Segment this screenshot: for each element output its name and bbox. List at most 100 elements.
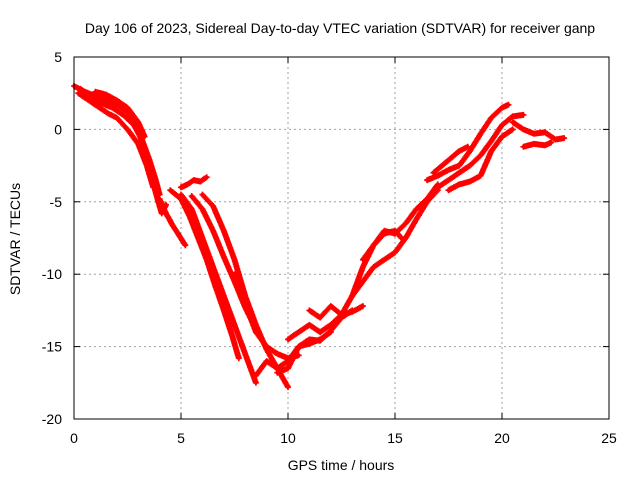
y-tick-label: -10 xyxy=(42,266,62,282)
data-point xyxy=(478,131,483,136)
data-point xyxy=(183,243,188,248)
data-point xyxy=(104,92,108,97)
data-point xyxy=(222,294,226,298)
data-point xyxy=(187,214,192,219)
data-point xyxy=(115,98,119,103)
grid xyxy=(74,57,609,419)
series-3 xyxy=(75,90,157,191)
data-markers xyxy=(509,119,568,143)
x-axis-label: GPS time / hours xyxy=(288,457,395,473)
data-point xyxy=(132,123,136,127)
x-tick-label: 5 xyxy=(177,430,185,446)
data-point xyxy=(104,98,108,103)
x-tick-label: 10 xyxy=(280,430,296,446)
data-point xyxy=(254,381,258,385)
data-point xyxy=(446,168,451,172)
data-point xyxy=(457,163,462,168)
data-point xyxy=(393,228,397,233)
data-point xyxy=(179,192,183,197)
data-point xyxy=(510,127,515,132)
data-point xyxy=(510,114,515,119)
data-point xyxy=(296,353,301,358)
series-19 xyxy=(424,101,512,184)
data-point xyxy=(296,330,301,334)
data-point xyxy=(532,131,536,136)
data-point xyxy=(125,105,130,110)
data-point xyxy=(179,185,183,190)
series-14 xyxy=(285,311,345,343)
data-point xyxy=(106,111,111,116)
x-tick-label: 25 xyxy=(601,430,617,446)
data-point xyxy=(189,207,194,211)
data-point xyxy=(93,89,98,94)
data-point xyxy=(136,142,140,146)
series-24 xyxy=(520,139,555,150)
data-point xyxy=(177,233,181,237)
data-point xyxy=(553,137,558,142)
series-21 xyxy=(445,126,516,194)
data-point xyxy=(144,163,149,168)
data-point xyxy=(286,385,290,389)
data-point xyxy=(521,127,526,132)
data-point xyxy=(399,236,404,240)
y-tick-label: -5 xyxy=(50,194,63,210)
x-tick-label: 20 xyxy=(494,430,510,446)
series-6 xyxy=(167,187,242,362)
data-point xyxy=(198,179,203,184)
data-point xyxy=(211,204,215,208)
data-point xyxy=(436,173,440,178)
data-point xyxy=(393,250,397,255)
data-point xyxy=(115,116,119,120)
data-point xyxy=(329,304,333,308)
data-point xyxy=(562,136,566,140)
data-point xyxy=(192,178,196,182)
data-point xyxy=(468,179,472,184)
data-point xyxy=(211,265,215,269)
data-point xyxy=(457,182,462,187)
data-point xyxy=(318,330,322,334)
data-point xyxy=(350,294,355,298)
data-point xyxy=(170,223,175,227)
data-point xyxy=(446,188,451,193)
data-point xyxy=(254,330,258,334)
data-point xyxy=(264,344,269,349)
data-point xyxy=(275,352,280,356)
chart-title: Day 106 of 2023, Sidereal Day-to-day VTE… xyxy=(85,20,595,36)
data-point xyxy=(222,255,226,259)
series-13 xyxy=(274,307,356,376)
series-10 xyxy=(178,174,210,191)
axis-ticks: 0 5 10 15 20 25 -20 -15 -10 -5 0 5 xyxy=(42,49,617,446)
data-point xyxy=(457,171,462,175)
data-point xyxy=(382,231,387,236)
data-point xyxy=(489,139,494,143)
data-point xyxy=(136,120,140,124)
data-point xyxy=(200,192,205,197)
data-point xyxy=(275,370,280,375)
data-point xyxy=(318,339,322,343)
data-point xyxy=(121,113,126,117)
series-23 xyxy=(509,119,568,143)
data-point xyxy=(236,356,241,360)
data-point xyxy=(350,310,355,314)
data-point xyxy=(125,127,130,132)
data-point xyxy=(521,144,526,149)
series-22 xyxy=(430,143,471,176)
data-point xyxy=(189,194,194,198)
data-point xyxy=(329,328,333,333)
data-point xyxy=(151,185,155,190)
data-point xyxy=(286,337,290,342)
data-point xyxy=(414,207,419,211)
data-point xyxy=(76,91,81,95)
data-point xyxy=(97,105,102,110)
data-point xyxy=(478,173,483,178)
series-7 xyxy=(178,191,259,386)
data-point xyxy=(448,156,453,161)
y-tick-label: 0 xyxy=(54,121,62,137)
data-point xyxy=(318,315,322,320)
data-point xyxy=(147,156,151,161)
data-point xyxy=(329,323,333,327)
data-point xyxy=(436,185,440,190)
data-point xyxy=(489,116,494,120)
data-point xyxy=(110,105,115,110)
